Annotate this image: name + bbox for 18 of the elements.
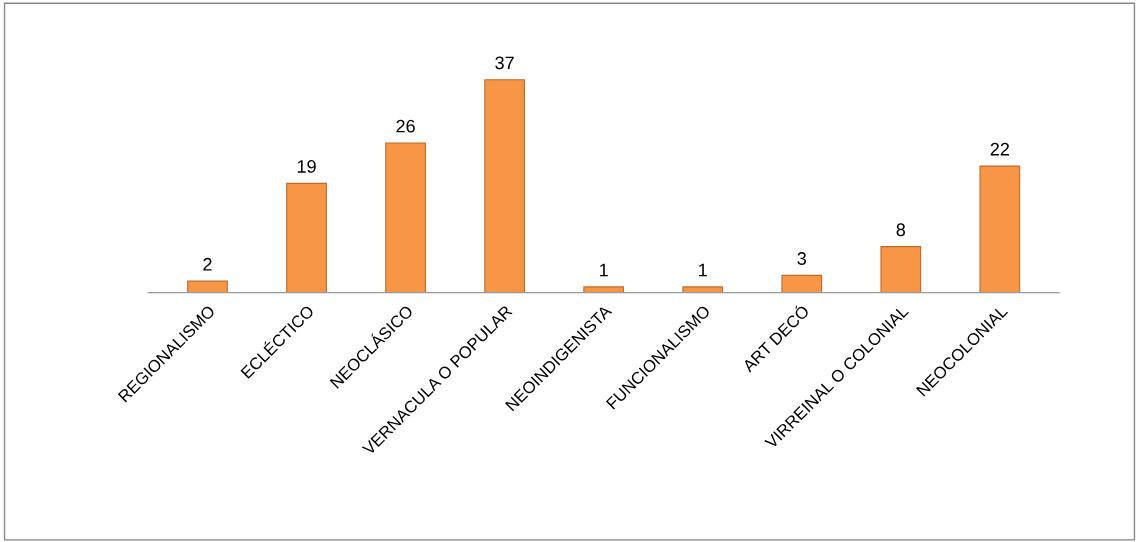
bar [484, 79, 525, 293]
bar [385, 142, 426, 293]
data-label: 1 [699, 263, 707, 277]
bar [583, 286, 625, 293]
data-label: 22 [990, 142, 1009, 156]
bar [880, 246, 922, 293]
bar [781, 274, 823, 293]
bar [286, 182, 327, 293]
data-label: 8 [896, 223, 906, 237]
data-label: 19 [297, 160, 316, 173]
data-label: 1 [600, 263, 608, 277]
bar [682, 286, 724, 293]
data-label: 37 [495, 56, 514, 70]
bar [187, 280, 228, 293]
data-label: 2 [203, 257, 212, 271]
bar [979, 165, 1021, 293]
data-label: 26 [396, 119, 415, 133]
data-label: 3 [797, 252, 806, 265]
